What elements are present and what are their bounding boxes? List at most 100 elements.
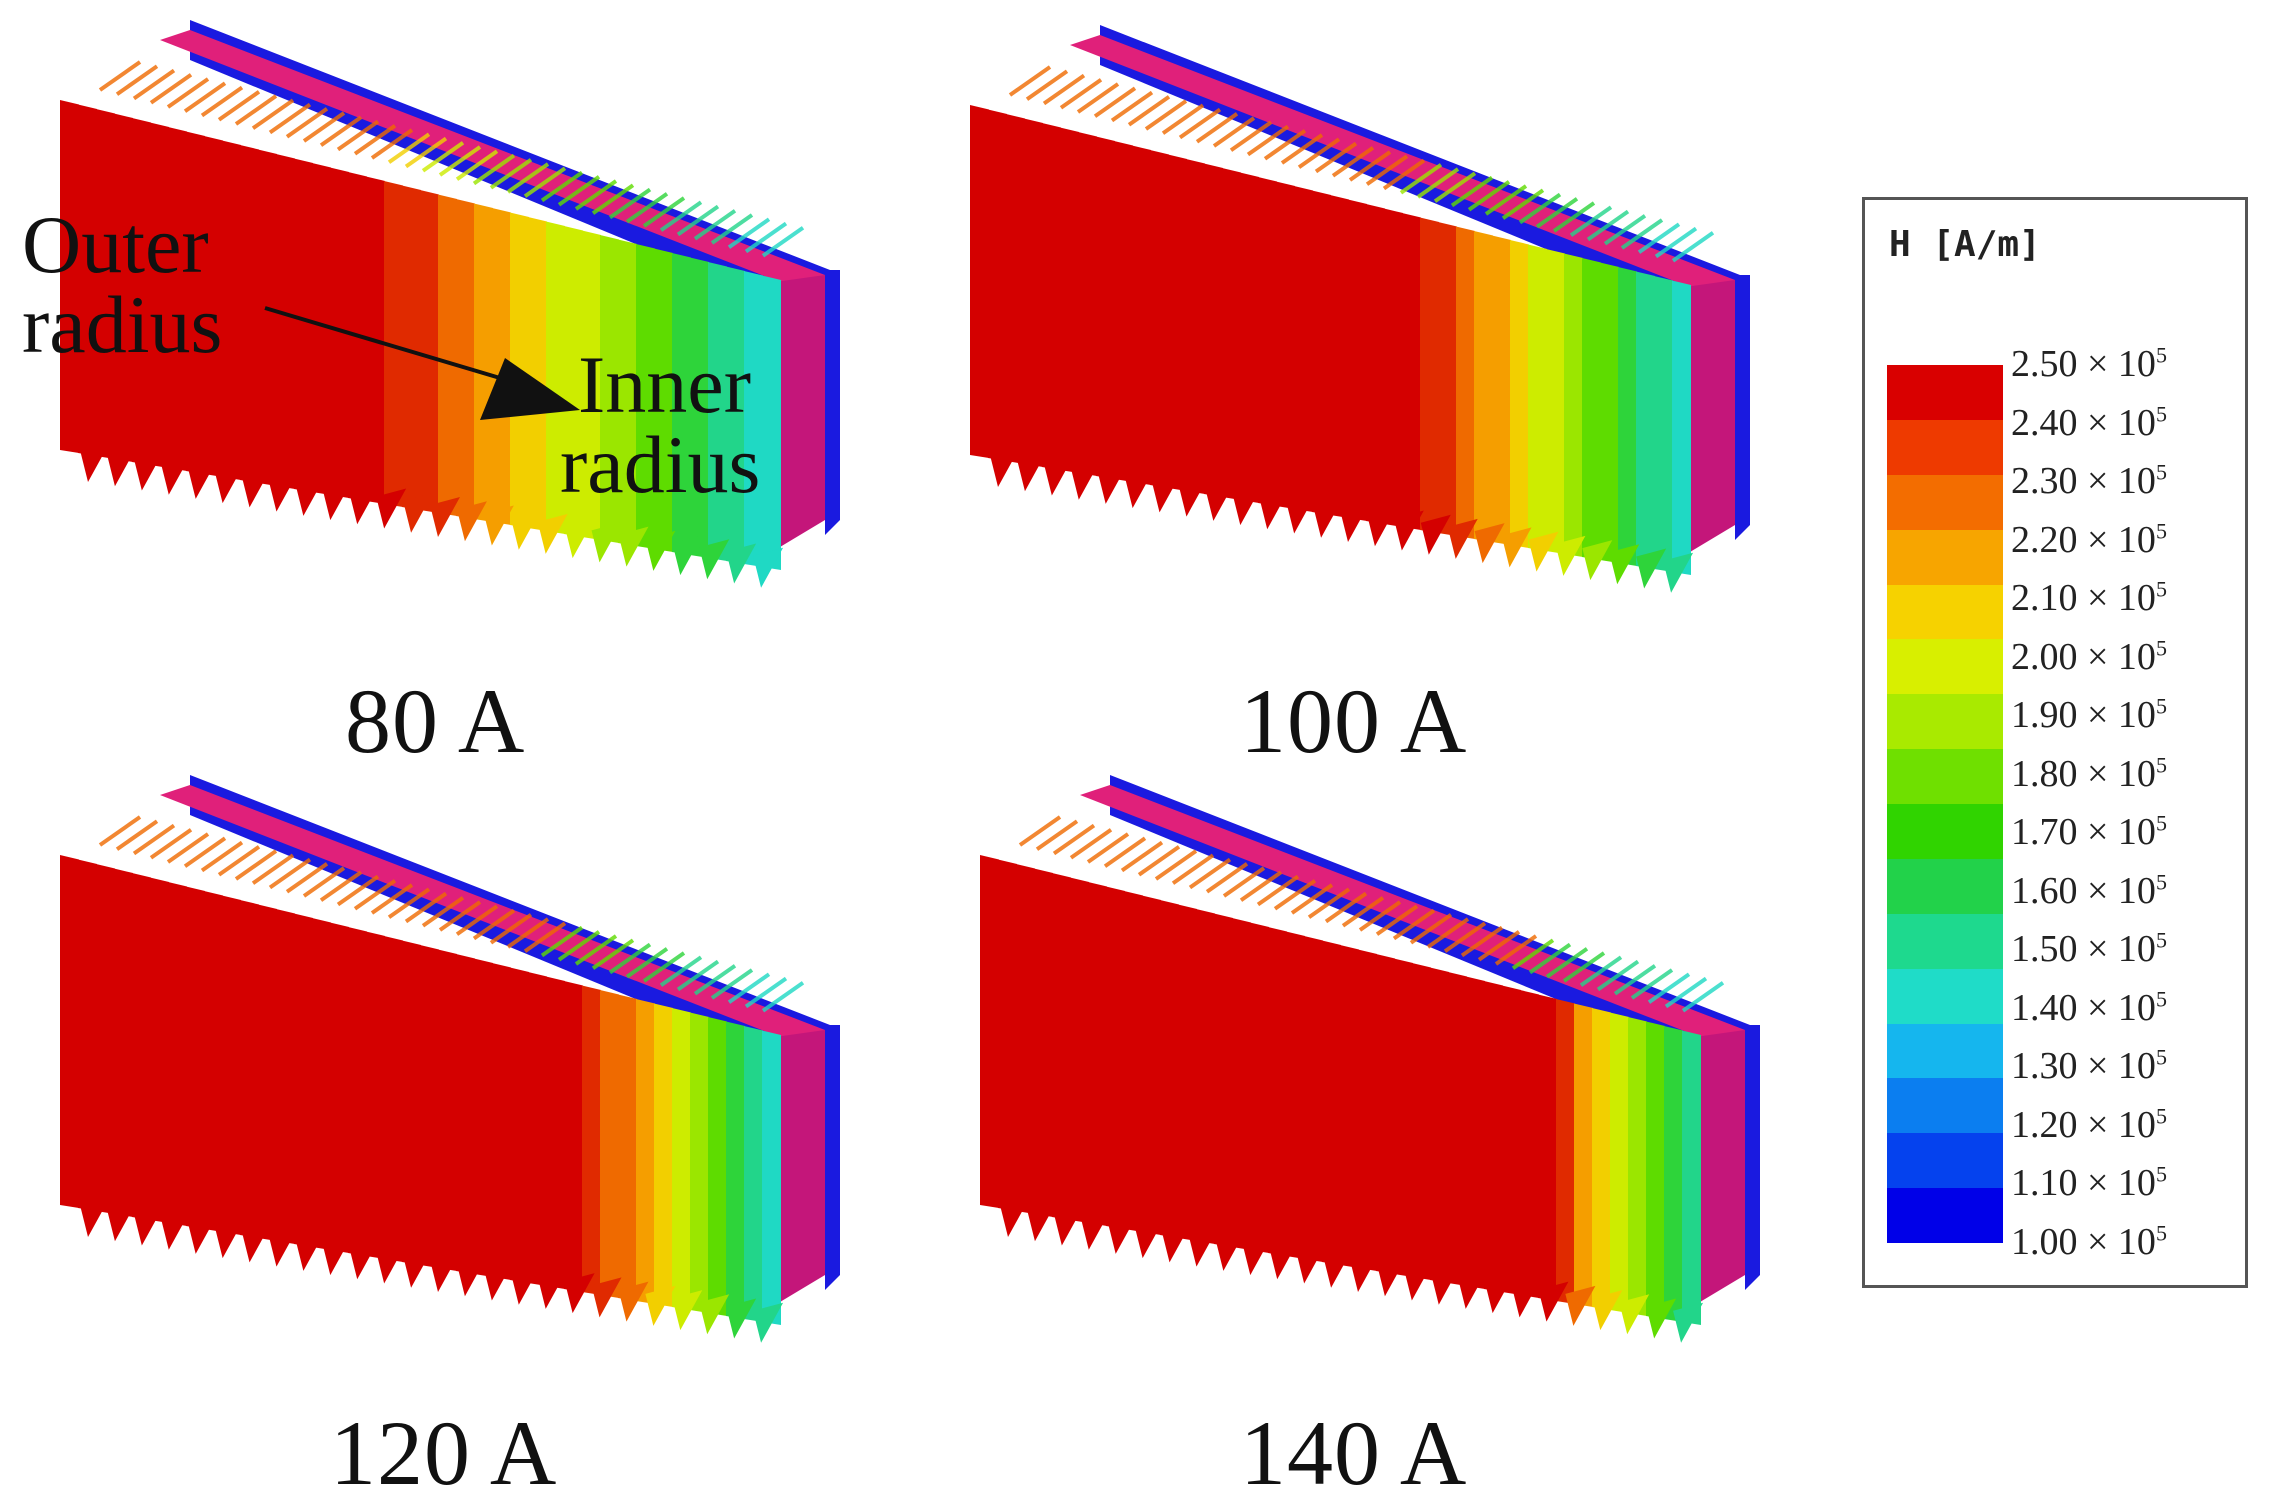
- side-face: [775, 275, 825, 550]
- field-arrow-head: [133, 450, 164, 491]
- field-band: [1384, 208, 1403, 527]
- field-arrow-streak: [1494, 934, 1538, 966]
- field-arrow-head: [1161, 1222, 1192, 1263]
- field-arrow-streak: [1120, 840, 1164, 873]
- field-arrow-head: [187, 458, 218, 499]
- field-band: [988, 109, 1007, 461]
- field-arrow-streak: [1375, 904, 1419, 936]
- legend-tick-label: 1.80 × 105: [2011, 751, 2167, 795]
- field-band: [276, 909, 295, 1244]
- field-band: [456, 954, 475, 1274]
- field-band: [492, 963, 511, 1280]
- field-arrow-head: [403, 492, 434, 533]
- field-band: [1592, 1008, 1611, 1310]
- field-arrow-streak: [353, 124, 397, 156]
- field-arrow-streak: [1239, 870, 1283, 902]
- field-arrow-streak: [1552, 201, 1596, 233]
- field-band: [1348, 199, 1367, 521]
- field-band: [348, 927, 367, 1256]
- field-plot-100a: [970, 25, 1750, 593]
- field-arrow-streak: [285, 107, 329, 139]
- field-band: [474, 958, 493, 1277]
- field-arrow-streak: [659, 200, 703, 232]
- field-band: [762, 275, 781, 570]
- legend-swatch: [1887, 1133, 2003, 1189]
- field-band: [528, 972, 547, 1286]
- field-band: [1196, 909, 1215, 1244]
- field-arrow-streak: [1654, 226, 1698, 259]
- field-band: [330, 922, 349, 1253]
- field-arrow-streak: [438, 145, 482, 177]
- field-band: [456, 199, 475, 519]
- field-arrow-head: [1420, 514, 1451, 555]
- field-arrow-streak: [387, 887, 431, 919]
- field-band: [1510, 240, 1529, 548]
- back-plate-edge: [825, 270, 840, 535]
- field-arrow-head: [510, 509, 541, 550]
- legend-tick-label: 2.40 × 105: [2011, 400, 2167, 444]
- field-arrow-streak: [1365, 154, 1409, 186]
- field-arrow-head: [1016, 451, 1047, 492]
- field-arrow-streak: [1603, 214, 1647, 246]
- field-band: [1484, 981, 1503, 1292]
- field-arrow-streak: [608, 187, 652, 220]
- field-band: [1618, 267, 1637, 566]
- field-arrow-head: [456, 1256, 487, 1297]
- field-arrow-head: [214, 463, 245, 504]
- field-arrow-streak: [98, 815, 142, 847]
- legend-tick-label: 2.20 × 105: [2011, 517, 2167, 561]
- field-arrow-streak: [1076, 82, 1120, 114]
- field-arrow-streak: [1042, 73, 1086, 106]
- field-band: [1330, 195, 1349, 518]
- field-band: [114, 113, 133, 462]
- field-arrow-head: [1538, 1281, 1569, 1322]
- field-arrow-streak: [693, 209, 737, 241]
- field-arrow-streak: [574, 934, 618, 966]
- field-band: [762, 1030, 781, 1325]
- field-arrow-head: [645, 1285, 676, 1326]
- field-arrow-head: [1242, 1235, 1273, 1276]
- field-arrow-streak: [166, 832, 210, 864]
- field-arrow-streak: [1620, 218, 1664, 250]
- color-legend: H [A/m] 2.50 × 105 2.40 × 105 2.30 × 105 2.…: [1862, 197, 2248, 1288]
- field-arrow-streak: [251, 98, 295, 130]
- field-arrow-head: [1376, 1256, 1407, 1297]
- field-arrow-streak: [285, 862, 329, 894]
- field-arrow-head: [1582, 540, 1613, 581]
- legend-tick-label: 1.00 × 105: [2011, 1219, 2167, 1263]
- field-band: [132, 118, 151, 465]
- field-arrow-streak: [1273, 879, 1317, 911]
- field-band: [1682, 1030, 1701, 1325]
- field-arrow-streak: [217, 90, 261, 122]
- field-arrow-streak: [557, 175, 601, 207]
- field-arrow-head: [591, 522, 622, 563]
- field-arrow-streak: [1154, 849, 1198, 881]
- inner-radius-label: Inner radius: [560, 344, 760, 506]
- field-arrow-streak: [1443, 921, 1487, 953]
- legend-color-bar: [1887, 365, 2003, 1243]
- field-arrow-head: [1501, 527, 1532, 568]
- field-band: [384, 181, 403, 507]
- field-band: [276, 154, 295, 489]
- field-arrow-streak: [642, 196, 686, 228]
- field-arrow-streak: [744, 976, 788, 1009]
- top-face: [1070, 35, 1735, 295]
- legend-swatch: [1887, 1078, 2003, 1134]
- field-band: [970, 105, 989, 458]
- field-arrow-streak: [506, 917, 550, 949]
- field-band: [1456, 226, 1475, 539]
- field-arrow-streak: [1460, 925, 1504, 958]
- field-band: [1178, 904, 1197, 1241]
- field-arrow-streak: [234, 94, 278, 126]
- field-arrow-head: [1673, 1302, 1704, 1343]
- field-arrow-streak: [540, 925, 584, 958]
- field-band: [1268, 927, 1287, 1256]
- field-arrow-head: [1474, 523, 1505, 564]
- field-arrow-head: [241, 1222, 272, 1263]
- field-arrow-head: [672, 535, 703, 576]
- field-arrow-streak: [608, 942, 652, 975]
- field-arrow-streak: [336, 119, 380, 152]
- field-band: [1412, 963, 1431, 1280]
- field-arrow-streak: [1263, 129, 1307, 161]
- field-arrow-streak: [387, 132, 431, 164]
